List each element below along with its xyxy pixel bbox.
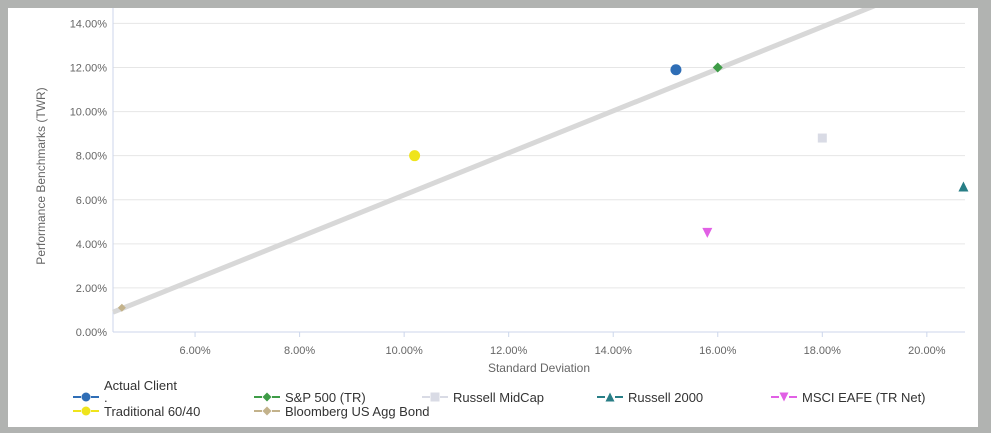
legend-item-s-p-500-tr[interactable]: S&P 500 (TR): [254, 389, 366, 405]
x-tick-label: 6.00%: [179, 345, 210, 357]
square-legend-marker-icon: [422, 392, 448, 402]
y-tick-label: 14.00%: [70, 18, 108, 30]
x-axis-title: Standard Deviation: [488, 361, 590, 375]
legend-label: Russell 2000: [628, 389, 704, 405]
legend-item-russell-midcap[interactable]: Russell MidCap: [422, 389, 544, 405]
circle-legend-marker-icon: [73, 392, 99, 402]
y-tick-label: 4.00%: [76, 239, 107, 251]
risk-return-scatter-chart: 0.00% 2.00% 4.00% 6.00% 8.00% 10.00% 12.00% 14.…: [8, 8, 978, 427]
legend-marker-glyph: [605, 392, 615, 402]
x-tick-label: 18.00%: [804, 345, 842, 357]
legend-item-russell-2000[interactable]: Russell 2000: [597, 389, 703, 405]
legend-item-msci-eafe-tr-net[interactable]: MSCI EAFE (TR Net): [771, 389, 926, 405]
legend-label: Russell MidCap: [453, 389, 545, 405]
trend-line: [112, 8, 876, 315]
diamond-legend-marker-icon: [254, 406, 280, 416]
y-tick-label: 12.00%: [70, 63, 108, 75]
legend-label: Traditional 60/40: [104, 403, 201, 419]
y-axis-title: Performance Benchmarks (TWR): [34, 87, 48, 264]
legend-item-bloomberg-us-agg-bond[interactable]: Bloomberg US Agg Bond: [254, 403, 430, 419]
data-point-russell-midcap[interactable]: [817, 133, 827, 143]
data-point-traditional-60-40[interactable]: [409, 150, 421, 162]
legend-label: MSCI EAFE (TR Net): [802, 389, 926, 405]
y-tick-label: 10.00%: [70, 107, 108, 119]
axes: 6.00% 8.00% 10.00% 12.00% 14.00% 16.00% 18.00%…: [112, 8, 965, 357]
data-point-msci-eafe-tr-net[interactable]: [702, 227, 713, 238]
x-tick-label: 14.00%: [595, 345, 633, 357]
legend-marker-glyph: [430, 392, 440, 402]
legend-item-traditional-60-40[interactable]: Traditional 60/40: [73, 403, 200, 419]
x-tick-label: 12.00%: [490, 345, 528, 357]
plot-area: 0.00% 2.00% 4.00% 6.00% 8.00% 10.00% 12.00% 14.…: [34, 8, 969, 375]
legend-item-actual-client[interactable]: Actual Client.: [73, 379, 177, 405]
legend-marker-glyph: [81, 406, 91, 416]
data-point-bloomberg-us-agg-bond[interactable]: [117, 303, 126, 312]
data-point-russell-2000[interactable]: [958, 181, 969, 192]
x-tick-label: 10.00%: [385, 345, 423, 357]
diamond-legend-marker-icon: [254, 392, 280, 402]
triangle-down-legend-marker-icon: [771, 392, 797, 402]
legend-label: Actual Client.: [104, 378, 177, 405]
legend-label: S&P 500 (TR): [285, 389, 366, 405]
legend-marker-glyph: [81, 392, 91, 402]
x-tick-label: 20.00%: [908, 345, 946, 357]
y-tick-label: 2.00%: [76, 283, 107, 295]
triangle-up-legend-marker-icon: [597, 392, 623, 402]
data-point-actual-client[interactable]: [670, 64, 682, 76]
legend-label: Bloomberg US Agg Bond: [285, 403, 430, 419]
legend-marker-glyph: [262, 392, 272, 402]
gridlines: 0.00% 2.00% 4.00% 6.00% 8.00% 10.00% 12.00% 14.…: [70, 18, 965, 339]
y-tick-label: 6.00%: [76, 195, 107, 207]
circle-legend-marker-icon: [73, 406, 99, 416]
data-marks: [112, 8, 969, 315]
y-tick-label: 8.00%: [76, 151, 107, 163]
x-tick-label: 8.00%: [284, 345, 315, 357]
legend-marker-glyph: [779, 392, 789, 402]
y-tick-label: 0.00%: [76, 327, 107, 339]
x-tick-label: 16.00%: [699, 345, 737, 357]
legend-marker-glyph: [262, 406, 272, 416]
